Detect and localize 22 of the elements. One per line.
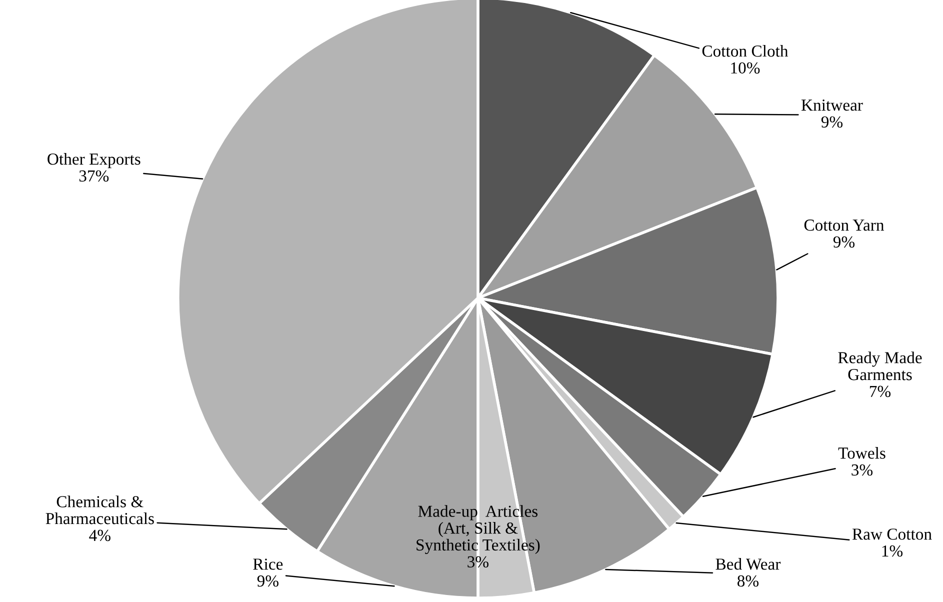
slice-label: Cotton Yarn [804,220,884,231]
slice-label: Knitwear [801,100,863,111]
data-label: 37% [79,170,109,182]
slice-label: Bed Wear [716,558,781,570]
slice-label: Towels [838,447,886,459]
data-label: 3% [468,556,488,568]
data-label: 9% [833,236,855,248]
data-label: 7% [870,386,891,398]
data-label: 10% [731,62,760,74]
data-label: 9% [257,575,278,587]
slice-label: Raw Cotton [852,528,932,540]
slice-label: Chemicals & Pharmaceuticals [46,496,154,524]
slice-label: Made-up Articles (Art, Silk & Synthetic Textiles) [416,505,540,554]
data-label: 8% [738,575,759,587]
data-label: 4% [89,530,110,542]
data-label: 3% [852,464,873,476]
slice-label: Other Exports [48,153,140,168]
data-label: 1% [882,545,903,557]
slice-label: Ready Made Garments [838,352,922,380]
slice-label: Cotton Cloth [702,44,788,57]
data-label: 9% [821,116,843,128]
slice-label: Rice [253,558,283,570]
